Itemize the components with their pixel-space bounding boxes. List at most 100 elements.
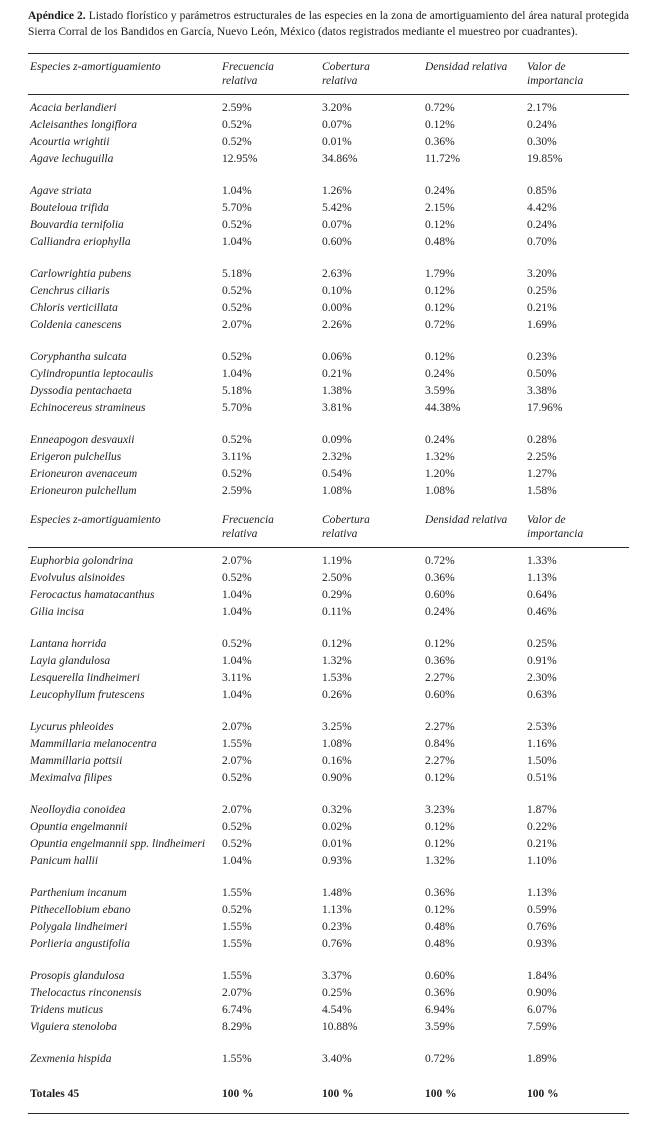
frecuencia-relativa-value: 6.74% <box>222 1004 252 1017</box>
table-row: Gilia incisa 1.04% 0.11% 0.24% 0.46% <box>28 604 629 621</box>
densidad-relativa-value: 0.12% <box>425 772 455 785</box>
densidad-relativa-value: 1.32% <box>425 451 455 464</box>
table-row: Chloris verticillata 0.52% 0.00% 0.12% 0.21% <box>28 300 629 317</box>
frecuencia-relativa-value: 0.52% <box>222 119 252 132</box>
table-row: Acourtia wrightii 0.52% 0.01% 0.36% 0.30% <box>28 134 629 151</box>
valor-importancia-value: 0.93% <box>527 938 557 951</box>
group-spacer <box>28 417 629 432</box>
densidad-relativa-value: 1.79% <box>425 268 455 281</box>
cobertura-relativa-value: 1.48% <box>322 887 352 900</box>
table-row: Lantana horrida 0.52% 0.12% 0.12% 0.25% <box>28 636 629 653</box>
valor-importancia-value: 0.46% <box>527 606 557 619</box>
frecuencia-relativa-value: 5.18% <box>222 385 252 398</box>
cobertura-relativa-value: 0.10% <box>322 285 352 298</box>
valor-importancia-value: 0.21% <box>527 302 557 315</box>
species-name: Layia glandulosa <box>30 655 111 668</box>
frecuencia-relativa-value: 2.07% <box>222 319 252 332</box>
table-row: Carlowrightia pubens 5.18% 2.63% 1.79% 3.20% <box>28 266 629 283</box>
cobertura-relativa-value: 0.01% <box>322 838 352 851</box>
cobertura-relativa-value: 3.37% <box>322 970 352 983</box>
valor-importancia-value: 2.17% <box>527 102 557 115</box>
species-name: Coryphantha sulcata <box>30 351 127 364</box>
header-especies-2: Especies z-amortiguamiento <box>30 514 161 527</box>
valor-importancia-value: 6.07% <box>527 1004 557 1017</box>
densidad-relativa-value: 0.24% <box>425 434 455 447</box>
densidad-relativa-value: 3.23% <box>425 804 455 817</box>
densidad-relativa-value: 0.24% <box>425 185 455 198</box>
table-row: Layia glandulosa 1.04% 1.32% 0.36% 0.91% <box>28 653 629 670</box>
species-name: Polygala lindheimeri <box>30 921 128 934</box>
group-spacer <box>28 251 629 266</box>
frecuencia-relativa-value: 1.55% <box>222 887 252 900</box>
table-row: Porlieria angustifolia 1.55% 0.76% 0.48% 0.9… <box>28 936 629 953</box>
densidad-relativa-value: 0.72% <box>425 319 455 332</box>
species-name: Acleisanthes longiflora <box>30 119 138 132</box>
species-name: Enneapogon desvauxii <box>30 434 135 447</box>
valor-importancia-value: 2.53% <box>527 721 557 734</box>
valor-importancia-value: 0.70% <box>527 236 557 249</box>
header-cobertura-relativa-2: Cobertura relativa <box>322 514 370 541</box>
species-name: Lantana horrida <box>30 638 107 651</box>
frecuencia-relativa-value: 2.07% <box>222 721 252 734</box>
densidad-relativa-value: 0.60% <box>425 589 455 602</box>
densidad-relativa-value: 3.59% <box>425 1021 455 1034</box>
cobertura-relativa-value: 2.32% <box>322 451 352 464</box>
species-name: Bouteloua trifida <box>30 202 109 215</box>
densidad-relativa-value: 1.20% <box>425 468 455 481</box>
valor-importancia-value: 0.23% <box>527 351 557 364</box>
valor-importancia-value: 1.84% <box>527 970 557 983</box>
totals-cobertura: 100 % <box>322 1088 354 1101</box>
frecuencia-relativa-value: 5.70% <box>222 202 252 215</box>
frecuencia-relativa-value: 1.04% <box>222 185 252 198</box>
species-name: Neolloydia conoidea <box>30 804 126 817</box>
densidad-relativa-value: 0.36% <box>425 572 455 585</box>
frecuencia-relativa-value: 2.07% <box>222 987 252 1000</box>
table-row: Mammillaria pottsii 2.07% 0.16% 2.27% 1.50% <box>28 753 629 770</box>
table-row: Erigeron pulchellus 3.11% 2.32% 1.32% 2.25% <box>28 449 629 466</box>
frecuencia-relativa-value: 0.52% <box>222 904 252 917</box>
frecuencia-relativa-value: 0.52% <box>222 434 252 447</box>
table-row: Zexmenia hispida 1.55% 3.40% 0.72% 1.89% <box>28 1051 629 1068</box>
species-name: Agave lechuguilla <box>30 153 114 166</box>
frecuencia-relativa-value: 5.70% <box>222 402 252 415</box>
densidad-relativa-value: 2.27% <box>425 672 455 685</box>
caption-text: Listado florístico y parámetros estructu… <box>28 10 630 38</box>
cobertura-relativa-value: 0.00% <box>322 302 352 315</box>
frecuencia-relativa-value: 2.07% <box>222 755 252 768</box>
densidad-relativa-value: 0.72% <box>425 1053 455 1066</box>
densidad-relativa-value: 0.24% <box>425 368 455 381</box>
densidad-relativa-value: 0.12% <box>425 302 455 315</box>
cobertura-relativa-value: 0.06% <box>322 351 352 364</box>
cobertura-relativa-value: 0.11% <box>322 606 352 619</box>
table-row: Panicum hallii 1.04% 0.93% 1.32% 1.10% <box>28 853 629 870</box>
table-row: Meximalva filipes 0.52% 0.90% 0.12% 0.51% <box>28 770 629 787</box>
table-row: Viguiera stenoloba 8.29% 10.88% 3.59% 7.59% <box>28 1019 629 1036</box>
frecuencia-relativa-value: 1.04% <box>222 368 252 381</box>
cobertura-relativa-value: 0.32% <box>322 804 352 817</box>
densidad-relativa-value: 0.12% <box>425 638 455 651</box>
cobertura-relativa-value: 0.60% <box>322 236 352 249</box>
densidad-relativa-value: 44.38% <box>425 402 461 415</box>
header-frecuencia-relativa-2: Frecuencia relativa <box>222 514 274 541</box>
cobertura-relativa-value: 1.13% <box>322 904 352 917</box>
densidad-relativa-value: 0.12% <box>425 838 455 851</box>
valor-importancia-value: 3.20% <box>527 268 557 281</box>
densidad-relativa-value: 0.60% <box>425 970 455 983</box>
table-row: Ferocactus hamatacanthus 1.04% 0.29% 0.60% 0… <box>28 587 629 604</box>
table-row: Echinocereus stramineus 5.70% 3.81% 44.38% 1… <box>28 400 629 417</box>
species-name: Panicum hallii <box>30 855 99 868</box>
species-name: Mammillaria pottsii <box>30 755 123 768</box>
cobertura-relativa-value: 10.88% <box>322 1021 358 1034</box>
cobertura-relativa-value: 0.21% <box>322 368 352 381</box>
table-row: Calliandra eriophylla 1.04% 0.60% 0.48% 0.70… <box>28 234 629 251</box>
group-spacer <box>28 704 629 719</box>
species-name: Bouvardia ternifolia <box>30 219 124 232</box>
valor-importancia-value: 1.13% <box>527 572 557 585</box>
species-name: Parthenium incanum <box>30 887 127 900</box>
cobertura-relativa-value: 1.53% <box>322 672 352 685</box>
frecuencia-relativa-value: 1.55% <box>222 738 252 751</box>
species-name: Mammillaria melanocentra <box>30 738 157 751</box>
table-row: Enneapogon desvauxii 0.52% 0.09% 0.24% 0.28% <box>28 432 629 449</box>
densidad-relativa-value: 0.36% <box>425 655 455 668</box>
